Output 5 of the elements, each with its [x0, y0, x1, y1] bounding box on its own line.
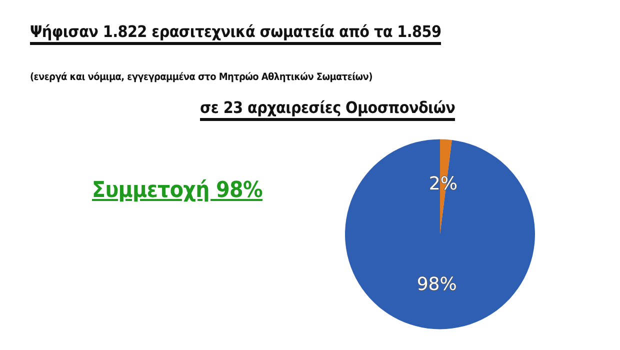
data-label: 98%	[416, 274, 457, 296]
text: Συμμετοχή 98%	[92, 178, 262, 203]
chart-title: Ψήφισαν 1.822 ερασιτεχνικά σωματεία από τα 1.859	[30, 22, 442, 45]
text: σε 23 αρχαιρεσίες Ομοσπονδιών	[200, 98, 456, 121]
text: (ενεργά και νόμιμα, εγγεγραμμένα στο Μητρώο Αθλητικών Σωματείων)	[30, 72, 372, 83]
